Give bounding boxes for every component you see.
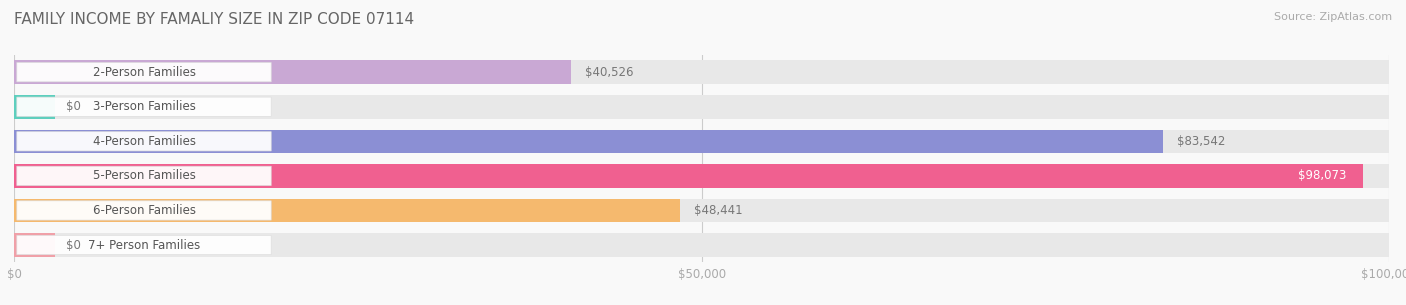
Bar [14,95,1389,119]
Text: $40,526: $40,526 [585,66,634,79]
Text: $0: $0 [66,100,82,113]
Bar [14,95,55,119]
FancyBboxPatch shape [17,201,271,220]
Bar [14,60,571,84]
FancyBboxPatch shape [17,63,271,82]
Text: $83,542: $83,542 [1177,135,1225,148]
Bar [14,199,681,222]
Text: $48,441: $48,441 [695,204,742,217]
Text: 6-Person Families: 6-Person Families [93,204,195,217]
Bar [14,199,1389,222]
FancyBboxPatch shape [17,166,271,185]
Bar [14,130,1389,153]
Bar [14,164,1389,188]
Text: 7+ Person Families: 7+ Person Families [89,239,200,252]
Text: Source: ZipAtlas.com: Source: ZipAtlas.com [1274,12,1392,22]
Bar [14,60,1389,84]
FancyBboxPatch shape [17,97,271,117]
Text: 4-Person Families: 4-Person Families [93,135,195,148]
Bar [14,130,1163,153]
FancyBboxPatch shape [17,132,271,151]
Bar [14,164,1362,188]
Bar [14,233,1389,257]
Bar [14,233,55,257]
Text: $0: $0 [66,239,82,252]
Text: 2-Person Families: 2-Person Families [93,66,195,79]
Text: $98,073: $98,073 [1298,169,1346,182]
Text: 5-Person Families: 5-Person Families [93,169,195,182]
FancyBboxPatch shape [17,235,271,255]
Text: FAMILY INCOME BY FAMALIY SIZE IN ZIP CODE 07114: FAMILY INCOME BY FAMALIY SIZE IN ZIP COD… [14,12,415,27]
Text: 3-Person Families: 3-Person Families [93,100,195,113]
